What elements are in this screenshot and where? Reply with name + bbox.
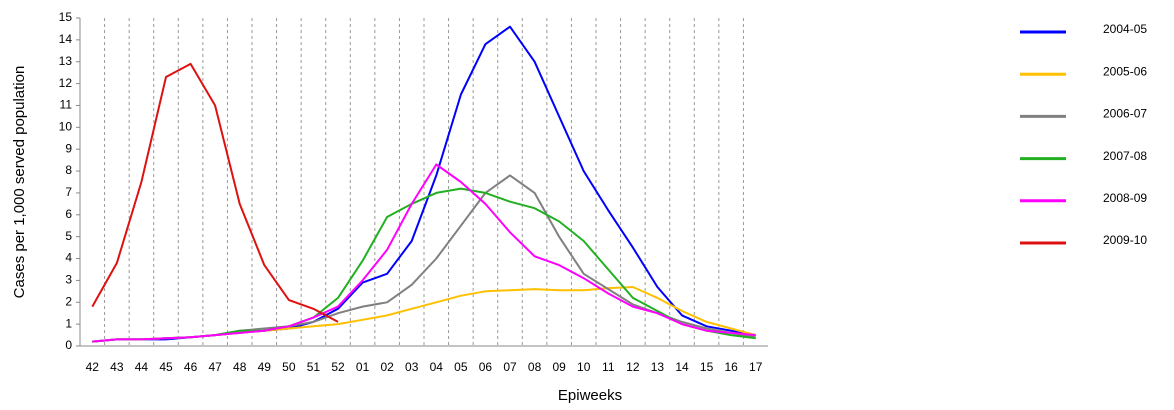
y-tick-label: 14 (59, 32, 73, 46)
x-tick-label: 12 (626, 360, 640, 374)
x-tick-label: 47 (208, 360, 222, 374)
x-tick-label: 04 (430, 360, 444, 374)
legend-label: 2007-08 (1103, 149, 1147, 163)
y-tick-label: 5 (65, 229, 72, 243)
x-tick-label: 11 (602, 360, 615, 374)
x-tick-label: 45 (159, 360, 173, 374)
legend-label: 2008-09 (1103, 191, 1147, 205)
y-tick-label: 11 (60, 98, 73, 112)
y-tick-label: 2 (65, 294, 72, 308)
x-tick-label: 10 (577, 360, 591, 374)
y-tick-label: 4 (65, 251, 72, 265)
legend-label: 2006-07 (1103, 107, 1147, 121)
y-tick-label: 1 (65, 316, 72, 330)
x-tick-label: 15 (700, 360, 714, 374)
legend-label: 2004-05 (1103, 22, 1147, 36)
x-tick-label: 44 (135, 360, 149, 374)
x-tick-label: 51 (307, 360, 321, 374)
y-tick-label: 3 (65, 273, 72, 287)
x-tick-label: 17 (749, 360, 763, 374)
y-tick-label: 0 (65, 338, 72, 352)
series-line (91, 62, 339, 323)
x-tick-label: 07 (503, 360, 517, 374)
y-tick-label: 8 (65, 163, 72, 177)
y-tick-label: 9 (65, 141, 72, 155)
x-tick-label: 42 (86, 360, 100, 374)
x-tick-label: 08 (528, 360, 542, 374)
x-tick-label: 05 (454, 360, 468, 374)
x-tick-label: 03 (405, 360, 419, 374)
y-tick-label: 7 (65, 185, 72, 199)
x-tick-label: 14 (675, 360, 689, 374)
y-tick-label: 10 (59, 120, 73, 134)
x-tick-label: 02 (380, 360, 394, 374)
x-tick-label: 16 (724, 360, 738, 374)
x-tick-label: 06 (479, 360, 493, 374)
series-line (92, 163, 756, 343)
y-tick-label: 6 (65, 207, 72, 221)
x-tick-label: 43 (110, 360, 124, 374)
y-axis-title: Cases per 1,000 served population (11, 66, 28, 299)
legend-label: 2005-06 (1103, 64, 1147, 78)
x-tick-label: 13 (651, 360, 665, 374)
x-tick-label: 50 (282, 360, 296, 374)
x-tick-label: 52 (331, 360, 345, 374)
x-tick-label: 48 (233, 360, 247, 374)
x-tick-label: 49 (258, 360, 272, 374)
y-tick-label: 15 (59, 10, 73, 24)
x-tick-label: 09 (552, 360, 566, 374)
legend-label: 2009-10 (1103, 233, 1147, 247)
x-tick-label: 01 (356, 360, 370, 374)
y-tick-label: 13 (59, 54, 73, 68)
y-tick-label: 12 (59, 76, 73, 90)
x-tick-label: 46 (184, 360, 198, 374)
x-axis-title: Epiweeks (558, 387, 622, 404)
